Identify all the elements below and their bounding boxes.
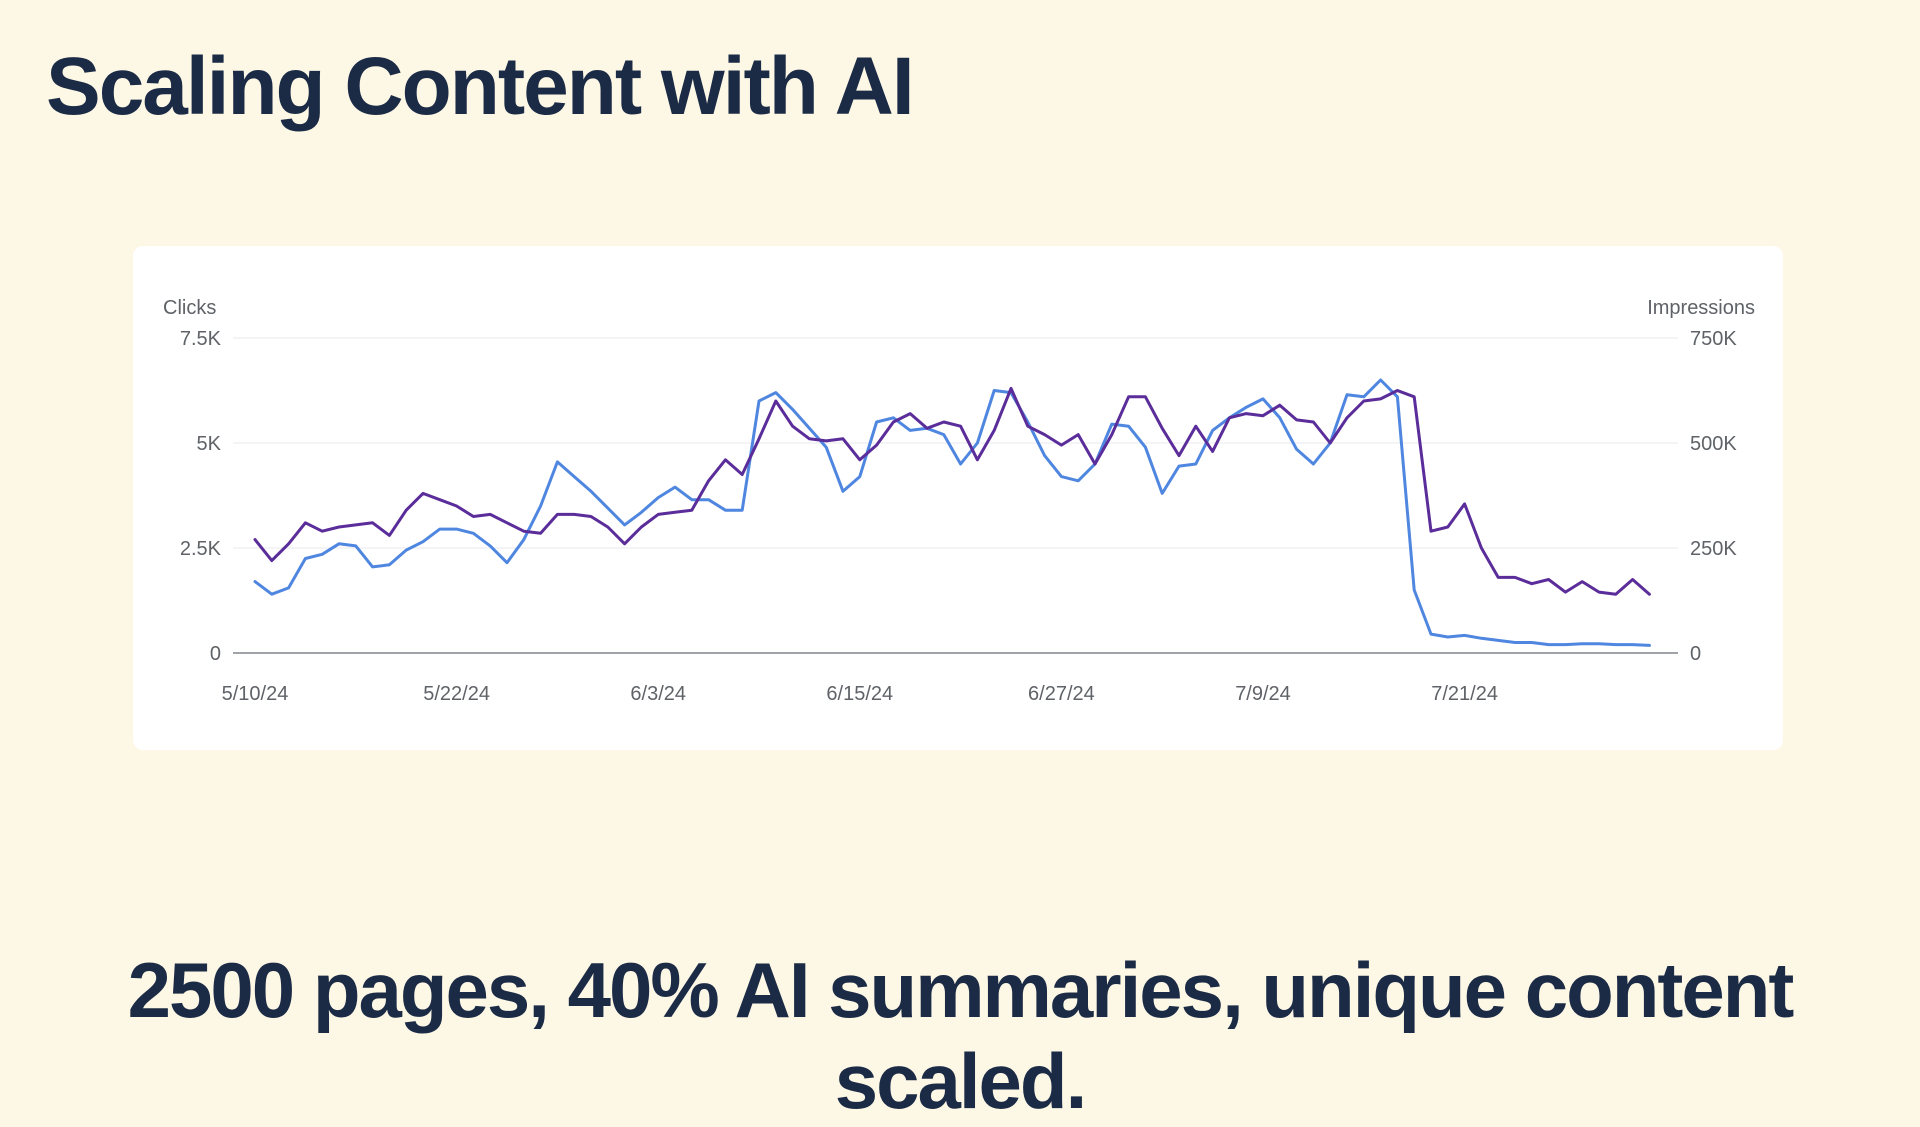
left-tick-label: 2.5K [180, 538, 222, 560]
left-axis-title: Clicks [163, 297, 216, 319]
x-tick-label: 5/10/24 [222, 683, 289, 705]
left-tick-label: 5K [197, 433, 222, 455]
right-axis-ticks: 0 250K 500K 750K [1690, 328, 1737, 665]
slide-title: Scaling Content with AI [46, 41, 915, 132]
x-tick-label: 5/22/24 [423, 683, 490, 705]
left-axis-ticks: 0 2.5K 5K 7.5K [180, 328, 222, 665]
x-tick-label: 7/9/24 [1235, 683, 1291, 705]
right-tick-label: 500K [1690, 433, 1737, 455]
search-performance-chart: Clicks Impressions 0 2.5K 5K 7.5K 0 250K 500K… [133, 246, 1783, 750]
right-tick-label: 250K [1690, 538, 1737, 560]
x-axis-ticks: 5/10/24 5/22/24 6/3/24 6/15/24 6/27/24 7/9/24… [222, 683, 1498, 705]
clicks-series-line [253, 386, 1651, 596]
right-tick-label: 750K [1690, 328, 1737, 350]
x-tick-label: 7/21/24 [1431, 683, 1498, 705]
slide-caption: 2500 pages, 40% AI summaries, unique con… [127, 946, 1795, 1125]
series-lines [253, 378, 1651, 647]
x-tick-label: 6/3/24 [630, 683, 686, 705]
right-axis-title: Impressions [1647, 297, 1755, 319]
right-tick-label: 0 [1690, 643, 1701, 665]
x-tick-label: 6/27/24 [1028, 683, 1095, 705]
chart-svg: Clicks Impressions 0 2.5K 5K 7.5K 0 250K 500K… [163, 297, 1755, 705]
x-tick-label: 6/15/24 [826, 683, 893, 705]
grid-lines [233, 337, 1678, 654]
left-tick-label: 0 [210, 643, 221, 665]
impressions-series-line [253, 378, 1651, 647]
left-tick-label: 7.5K [180, 328, 222, 350]
